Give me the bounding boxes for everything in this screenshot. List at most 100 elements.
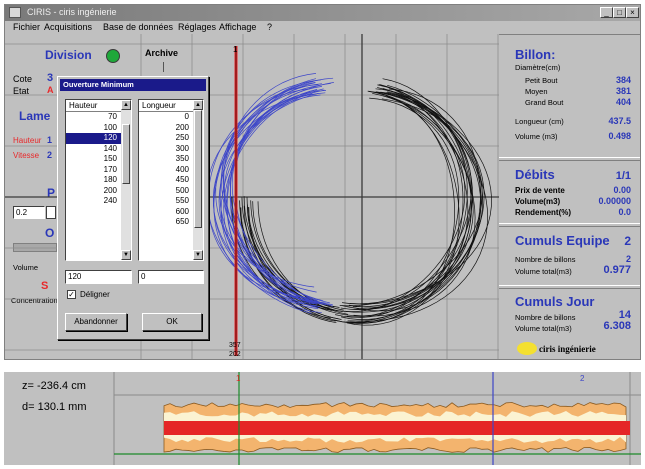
menu-acquisitions[interactable]: Acquisitions xyxy=(44,22,93,32)
list-item[interactable]: 180 xyxy=(103,175,117,184)
lame-label: Lame xyxy=(19,109,51,123)
billon-row-value: 384 xyxy=(615,75,631,85)
vitesse-value: 2 xyxy=(47,150,53,160)
hauteur-items: 70 100 120 140 150 170 180 200 240 xyxy=(66,112,131,207)
longueur-listbox[interactable]: Longueur 0 200 250 300 350 400 450 500 550 600 650… xyxy=(138,99,204,261)
cote-label: Cote xyxy=(13,74,33,84)
s-label: S xyxy=(41,280,49,292)
list-item[interactable]: 650 xyxy=(175,217,189,226)
billon-section: Billon: Diamètre(cm) Petit Bout 384 Moye… xyxy=(499,34,640,158)
deligner-checkbox[interactable]: ✓ xyxy=(67,290,76,299)
scroll-up-icon[interactable]: ▲ xyxy=(121,100,131,110)
billon-row-value: 437.5 xyxy=(608,116,631,126)
hauteur-scrollbar[interactable]: ▲ ▼ xyxy=(121,100,131,260)
cursor-marker-2: 2 xyxy=(580,374,585,383)
billon-row-label: Longueur (cm) xyxy=(515,117,564,126)
cut-marker-top: 1 xyxy=(233,45,238,54)
billon-row-label: Grand Bout xyxy=(525,98,564,107)
scroll-up-icon[interactable]: ▲ xyxy=(193,100,203,110)
right-panel: Billon: Diamètre(cm) Petit Bout 384 Moye… xyxy=(499,34,640,359)
debits-heading: Débits xyxy=(515,167,555,182)
debits-row-value: 0.00 xyxy=(613,185,631,195)
debits-section: Débits 1/1 Prix de vente 0.00 Volume(m3)… xyxy=(499,160,640,224)
title-bar[interactable]: CIRIS - ciris ingénierie _ □ × xyxy=(5,5,640,21)
vitesse-label: Vitesse xyxy=(13,151,40,160)
list-item[interactable]: 300 xyxy=(175,143,189,153)
list-item[interactable]: 120 xyxy=(66,133,131,144)
archive-divider xyxy=(163,62,164,72)
cumuls-jour-row-value: 6.308 xyxy=(603,320,631,332)
abandonner-button[interactable]: Abandonner xyxy=(65,313,127,331)
parameter-field[interactable]: 0.2 xyxy=(13,206,45,219)
cumuls-jour-row-value: 14 xyxy=(618,309,631,321)
debits-page: 1/1 xyxy=(615,170,631,182)
list-item[interactable]: 450 xyxy=(175,175,189,184)
menu-base-de-donnees[interactable]: Base de données xyxy=(103,22,174,32)
menu-fichier[interactable]: Fichier xyxy=(13,22,41,32)
hauteur-list-header: Hauteur xyxy=(66,100,131,112)
client-area: Division Archive Cote 3 Etat A Lame Haut… xyxy=(5,34,640,359)
billon-row-label: Volume (m3) xyxy=(515,132,558,141)
list-item[interactable]: 70 xyxy=(108,112,117,121)
scroll-down-icon[interactable]: ▼ xyxy=(193,250,203,260)
menu-affichage[interactable]: Affichage xyxy=(219,22,257,32)
list-item[interactable]: 100 xyxy=(103,122,117,132)
billon-subheading: Diamètre(cm) xyxy=(515,63,561,72)
list-item[interactable]: 200 xyxy=(175,122,189,132)
list-item[interactable]: 140 xyxy=(103,143,117,153)
menu-bar: Fichier Acquisitions Base de données Rég… xyxy=(5,21,640,34)
debits-row-label: Volume(m3) xyxy=(515,197,561,206)
list-item[interactable]: 150 xyxy=(103,154,117,163)
cumuls-equipe-count: 2 xyxy=(624,234,631,248)
cumuls-equipe-row-label: Nombre de billons xyxy=(515,255,576,264)
ok-button[interactable]: OK xyxy=(142,313,202,331)
brand-logo xyxy=(517,342,537,355)
scroll-thumb[interactable] xyxy=(122,124,130,184)
z-readout: z= -236.4 cm xyxy=(22,380,86,392)
log-core-band xyxy=(164,421,630,435)
scroll-down-icon[interactable]: ▼ xyxy=(121,250,131,260)
list-item[interactable]: 350 xyxy=(175,154,189,163)
minimize-button[interactable]: _ xyxy=(600,7,613,18)
longueur-scrollbar[interactable]: ▲ ▼ xyxy=(193,100,203,260)
debits-row-value: 0.0 xyxy=(618,207,631,217)
list-item[interactable]: 250 xyxy=(175,133,189,142)
brand-name: ciris ingénierie xyxy=(539,344,596,354)
longueur-list-header: Longueur xyxy=(139,100,203,112)
list-item[interactable]: 400 xyxy=(175,164,189,174)
billon-row-value: 381 xyxy=(615,86,631,96)
list-item[interactable]: 240 xyxy=(103,196,117,205)
debits-row-value: 0.00000 xyxy=(598,196,631,206)
menu-reglages[interactable]: Réglages xyxy=(178,22,217,32)
app-icon[interactable] xyxy=(9,7,21,18)
longueur-input[interactable]: 0 xyxy=(138,270,204,284)
cumuls-jour-heading: Cumuls Jour xyxy=(515,294,595,309)
hauteur-listbox[interactable]: Hauteur 70 100 120 140 150 170 180 200 240 ▲ ▼ xyxy=(65,99,132,261)
p-label: P xyxy=(47,186,56,200)
cut-marker-bottom-1: 357 xyxy=(229,342,241,349)
cumuls-equipe-section: Cumuls Equipe 2 Nombre de billons 2 Volu… xyxy=(499,226,640,286)
list-item[interactable]: 0 xyxy=(184,112,189,121)
menu-help[interactable]: ? xyxy=(267,22,273,32)
close-button[interactable]: × xyxy=(626,7,639,18)
dialog-title[interactable]: Ouverture Minimum xyxy=(60,79,206,91)
billon-row-label: Petit Bout xyxy=(525,76,558,85)
archive-label: Archive xyxy=(145,48,179,58)
parameter-field-2[interactable] xyxy=(46,206,56,219)
list-item[interactable]: 170 xyxy=(103,164,117,174)
cote-value: 3 xyxy=(47,72,54,84)
main-window: CIRIS - ciris ingénierie _ □ × Fichier A… xyxy=(4,4,641,360)
list-item[interactable]: 600 xyxy=(175,206,189,216)
list-item[interactable]: 200 xyxy=(103,185,117,195)
list-item[interactable]: 500 xyxy=(175,185,189,195)
cumuls-jour-row-label: Nombre de billons xyxy=(515,313,576,322)
log-profile-view[interactable]: 1 2 xyxy=(4,372,641,465)
maximize-button[interactable]: □ xyxy=(613,7,626,18)
scroll-thumb[interactable] xyxy=(194,110,202,228)
etat-value: A xyxy=(47,85,54,95)
volume-label: Volume xyxy=(13,263,39,272)
etat-label: Etat xyxy=(13,86,30,96)
hauteur-input[interactable]: 120 xyxy=(65,270,132,284)
deligner-label: Déligner xyxy=(80,290,110,299)
list-item[interactable]: 550 xyxy=(175,196,189,205)
